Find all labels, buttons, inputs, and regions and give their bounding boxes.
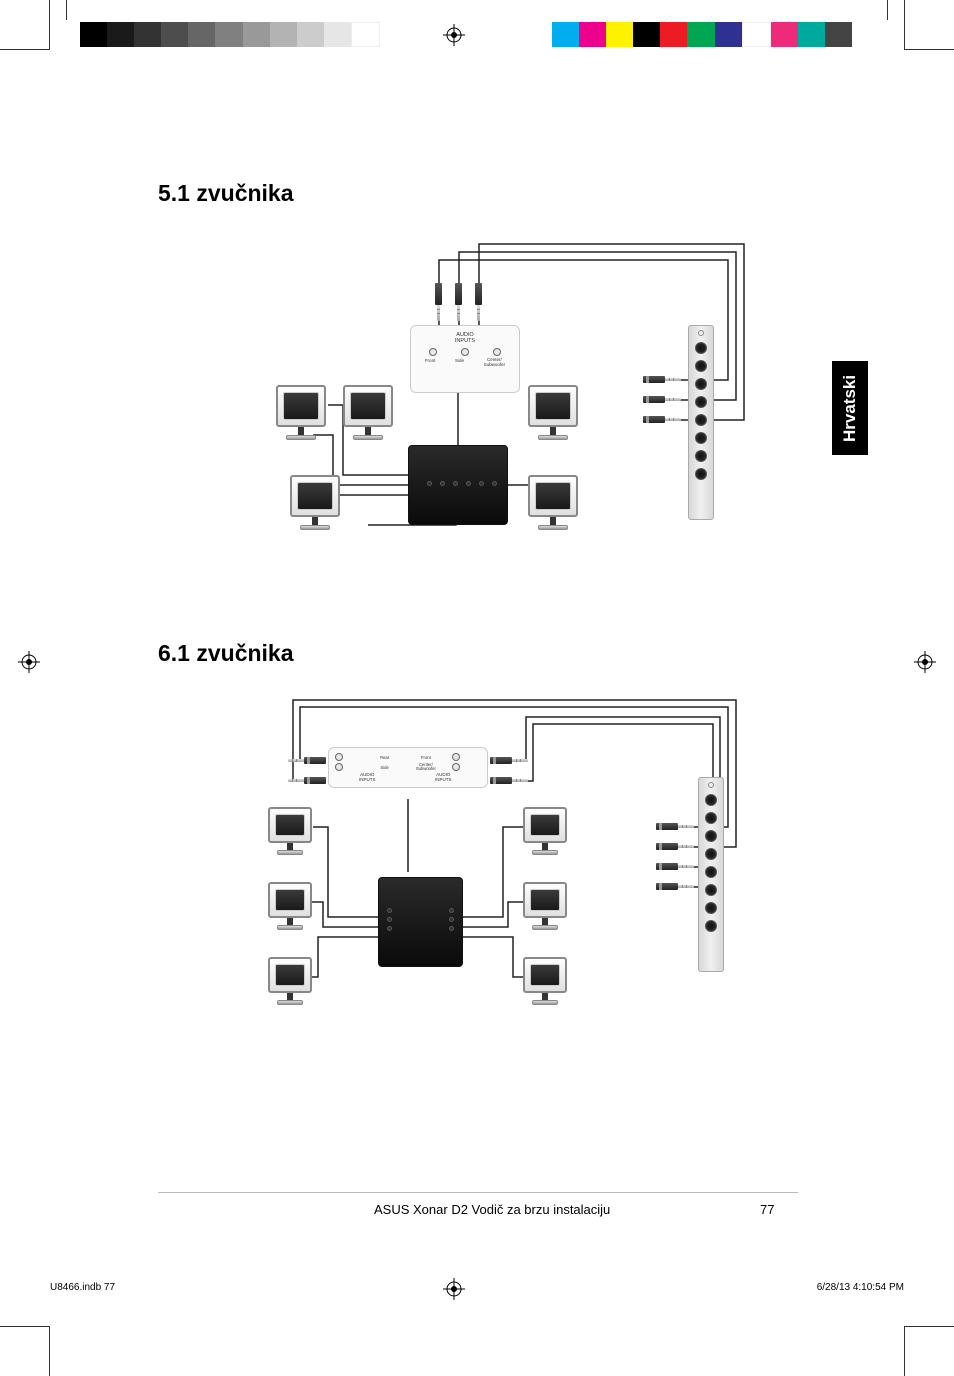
port-icon bbox=[695, 378, 707, 390]
speaker-icon bbox=[290, 475, 340, 535]
speaker-icon bbox=[523, 957, 567, 1009]
plug-icon bbox=[435, 283, 442, 321]
plug-icon bbox=[475, 283, 482, 321]
screw-hole-icon bbox=[698, 330, 704, 336]
registration-mark-icon bbox=[914, 651, 936, 673]
sound-card-bracket bbox=[688, 325, 714, 520]
jack-label: Center/ Subwoofer bbox=[406, 763, 447, 771]
plug-icon bbox=[643, 396, 681, 403]
jack-icon bbox=[461, 348, 469, 356]
indd-datetime: 6/28/13 4:10:54 PM bbox=[817, 1282, 904, 1293]
plug-icon bbox=[643, 416, 681, 423]
jack-label: Front bbox=[406, 755, 447, 760]
crop-mark bbox=[904, 1326, 905, 1376]
registration-mark-icon bbox=[18, 651, 40, 673]
jack-label: Front bbox=[425, 358, 436, 367]
crop-mark bbox=[904, 1326, 954, 1327]
speaker-icon bbox=[268, 807, 312, 859]
speaker-icon bbox=[523, 882, 567, 934]
crop-mark bbox=[66, 0, 67, 20]
port-icon bbox=[705, 794, 717, 806]
print-metadata: U8466.indb 77 6/28/13 4:10:54 PM bbox=[50, 1282, 904, 1293]
speaker-icon bbox=[276, 385, 326, 445]
diagram-61: Rear Front Side Center/ Subwoofer AUDIO … bbox=[288, 697, 848, 1017]
jack-icon bbox=[335, 753, 343, 761]
port-icon bbox=[705, 848, 717, 860]
port-icon bbox=[695, 468, 707, 480]
port-icon bbox=[695, 396, 707, 408]
heading-61: 6.1 zvučnika bbox=[158, 640, 798, 667]
footer-rule bbox=[158, 1192, 798, 1193]
jack-label: Rear bbox=[370, 755, 400, 760]
registration-mark-icon bbox=[443, 24, 465, 46]
plug-icon bbox=[656, 823, 694, 830]
speaker-icon bbox=[523, 807, 567, 859]
crop-mark bbox=[0, 1326, 50, 1327]
audio-input-box-61: Rear Front Side Center/ Subwoofer AUDIO … bbox=[328, 747, 488, 788]
plug-icon bbox=[288, 757, 326, 764]
speaker-icon bbox=[343, 385, 393, 445]
subwoofer-icon bbox=[408, 445, 508, 525]
heading-51: 5.1 zvučnika bbox=[158, 180, 798, 207]
speaker-icon bbox=[268, 882, 312, 934]
port-icon bbox=[705, 830, 717, 842]
colorbar-gray bbox=[80, 22, 380, 47]
audio-inputs-label: AUDIO INPUTS bbox=[411, 332, 519, 344]
port-icon bbox=[695, 414, 707, 426]
plug-icon bbox=[656, 843, 694, 850]
plug-icon bbox=[455, 283, 462, 321]
speaker-icon bbox=[528, 385, 578, 445]
audio-inputs-label: AUDIO INPUTS bbox=[335, 773, 400, 782]
footer-title: ASUS Xonar D2 Vodič za brzu instalaciju bbox=[374, 1202, 610, 1217]
colorbar-color bbox=[552, 22, 852, 47]
port-icon bbox=[695, 360, 707, 372]
jack-icon bbox=[452, 763, 460, 771]
plug-icon bbox=[643, 376, 681, 383]
plug-icon bbox=[656, 883, 694, 890]
port-icon bbox=[705, 920, 717, 932]
crop-mark bbox=[904, 49, 954, 50]
port-icon bbox=[695, 342, 707, 354]
crop-mark bbox=[0, 49, 50, 50]
diagram-51: AUDIO INPUTS Front Side Center/ Subwoofe… bbox=[188, 225, 748, 545]
jack-label: Side bbox=[455, 358, 464, 367]
plug-icon bbox=[490, 777, 528, 784]
port-icon bbox=[705, 902, 717, 914]
plug-icon bbox=[288, 777, 326, 784]
sound-card-bracket bbox=[698, 777, 724, 972]
port-icon bbox=[705, 866, 717, 878]
jack-icon bbox=[493, 348, 501, 356]
jack-label: Side bbox=[370, 765, 400, 770]
speaker-icon bbox=[528, 475, 578, 535]
language-tab: Hrvatski bbox=[832, 361, 868, 455]
jack-label: Center/ Subwoofer bbox=[484, 358, 506, 367]
indd-file: U8466.indb 77 bbox=[50, 1282, 115, 1293]
port-icon bbox=[705, 884, 717, 896]
footer-page-number: 77 bbox=[760, 1202, 774, 1217]
subwoofer-icon bbox=[378, 877, 463, 967]
speaker-icon bbox=[268, 957, 312, 1009]
port-icon bbox=[705, 812, 717, 824]
port-icon bbox=[695, 432, 707, 444]
plug-icon bbox=[656, 863, 694, 870]
screw-hole-icon bbox=[708, 782, 714, 788]
audio-inputs-label: AUDIO INPUTS bbox=[406, 773, 481, 782]
page-content: 5.1 zvučnika AUDIO INPUTS bbox=[158, 180, 798, 1017]
crop-mark bbox=[904, 0, 905, 50]
audio-input-box: AUDIO INPUTS Front Side Center/ Subwoofe… bbox=[410, 325, 520, 393]
port-icon bbox=[695, 450, 707, 462]
crop-mark bbox=[49, 0, 50, 50]
crop-mark bbox=[49, 1326, 50, 1376]
jack-icon bbox=[452, 753, 460, 761]
jack-icon bbox=[429, 348, 437, 356]
crop-mark bbox=[887, 0, 888, 20]
jack-icon bbox=[335, 763, 343, 771]
plug-icon bbox=[490, 757, 528, 764]
